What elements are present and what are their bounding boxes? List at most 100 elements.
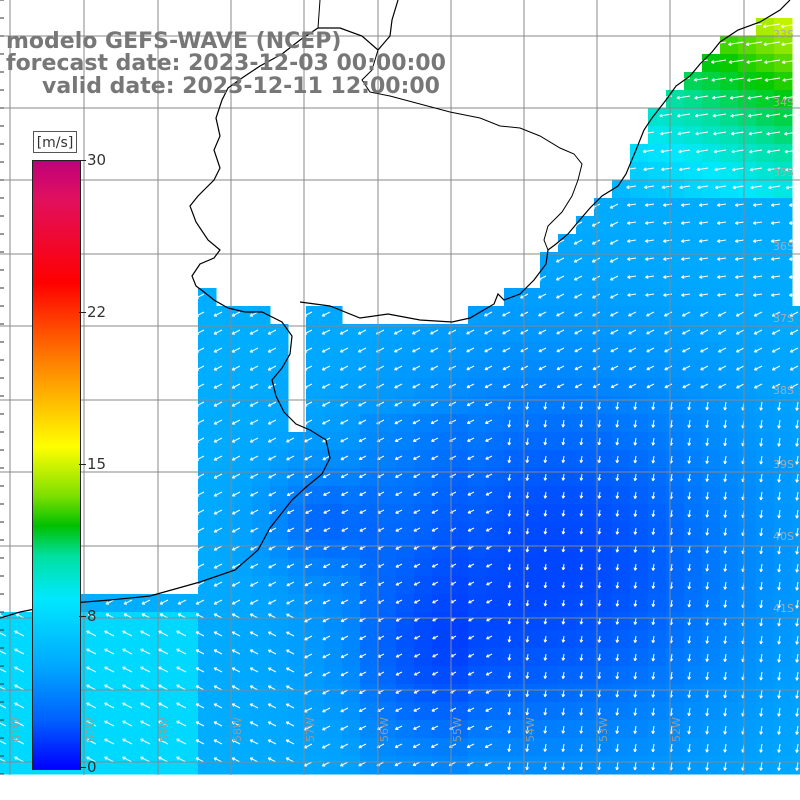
wind-arrow <box>159 613 169 619</box>
wind-arrow <box>176 630 187 637</box>
wind-speed-cell <box>558 666 577 685</box>
wind-arrow <box>413 707 421 712</box>
wind-arrow <box>340 419 349 425</box>
wind-speed-cell <box>792 756 800 775</box>
wind-speed-cell <box>558 576 577 595</box>
wind-arrow <box>651 617 656 626</box>
wind-speed-cell <box>324 486 343 505</box>
wind-speed-cell <box>576 522 595 541</box>
lon-label: 59W <box>158 717 171 742</box>
wind-arrow <box>645 239 655 243</box>
wind-speed-cell <box>504 702 523 721</box>
wind-arrow <box>304 581 313 587</box>
wind-arrow <box>140 720 151 727</box>
wind-speed-cell <box>630 144 649 163</box>
wind-speed-cell <box>486 360 505 379</box>
wind-speed-cell <box>738 72 757 91</box>
wind-speed-cell <box>630 252 649 271</box>
wind-arrow <box>579 671 584 680</box>
wind-speed-cell <box>18 612 37 631</box>
wind-speed-cell <box>504 522 523 541</box>
wind-speed-cell <box>558 252 577 271</box>
wind-speed-cell <box>558 396 577 415</box>
wind-speed-cell <box>270 414 289 433</box>
wind-arrow <box>158 756 169 763</box>
wind-arrow <box>413 545 421 550</box>
wind-speed-cell <box>558 504 577 523</box>
wind-speed-cell <box>648 252 667 271</box>
wind-arrow <box>537 275 547 281</box>
wind-arrow <box>525 725 530 734</box>
wind-arrow <box>714 185 727 190</box>
wind-speed-cell <box>720 72 739 91</box>
wind-speed-cell <box>684 558 703 577</box>
wind-speed-cell <box>648 270 667 289</box>
wind-speed-cell <box>288 540 307 559</box>
wind-speed-cell <box>702 486 721 505</box>
wind-arrow <box>140 702 151 709</box>
wind-arrow <box>615 545 620 553</box>
wind-speed-cell <box>324 558 343 577</box>
wind-speed-cell <box>396 684 415 703</box>
wind-speed-cell <box>576 558 595 577</box>
wind-speed-cell <box>162 684 181 703</box>
wind-speed-cell <box>216 396 235 415</box>
wind-speed-cell <box>612 612 631 631</box>
wind-speed-cell <box>666 468 685 487</box>
wind-speed-cell <box>108 684 127 703</box>
wind-speed-cell <box>576 270 595 289</box>
wind-speed-cell <box>522 360 541 379</box>
wind-arrow <box>752 203 763 207</box>
wind-arrow <box>213 491 223 497</box>
wind-arrow <box>789 365 799 371</box>
wind-speed-cell <box>108 612 127 631</box>
wind-arrow <box>759 437 763 447</box>
wind-arrow <box>615 671 620 680</box>
wind-speed-cell <box>540 522 559 541</box>
wind-arrow <box>759 491 763 501</box>
wind-speed-cell <box>360 612 379 631</box>
wind-speed-cell <box>738 504 757 523</box>
wind-arrow <box>485 491 493 496</box>
wind-speed-cell <box>432 666 451 685</box>
wind-speed-cell <box>666 450 685 469</box>
wind-arrow <box>771 365 781 371</box>
wind-speed-cell <box>252 396 271 415</box>
wind-arrow <box>574 293 583 299</box>
wind-speed-cell <box>450 558 469 577</box>
wind-speed-cell <box>342 504 361 523</box>
wind-speed-cell <box>558 234 577 253</box>
wind-speed-cell <box>288 576 307 595</box>
wind-speed-cell <box>702 288 721 307</box>
wind-arrow <box>543 473 548 481</box>
wind-arrow <box>507 671 512 679</box>
wind-arrow <box>645 275 655 279</box>
wind-speed-cell <box>450 396 469 415</box>
wind-speed-cell <box>486 612 505 631</box>
wind-speed-cell <box>432 378 451 397</box>
wind-speed-cell <box>396 594 415 613</box>
wind-speed-cell <box>252 342 271 361</box>
wind-speed-cell <box>666 684 685 703</box>
wind-speed-cell <box>774 702 793 721</box>
wind-speed-cell <box>270 450 289 469</box>
wind-arrow <box>267 685 277 691</box>
wind-speed-cell <box>522 414 541 433</box>
wind-speed-cell <box>738 126 757 145</box>
wind-speed-cell <box>486 378 505 397</box>
wind-arrow <box>485 671 493 676</box>
wind-speed-cell <box>576 450 595 469</box>
wind-speed-cell <box>288 684 307 703</box>
wind-arrow <box>561 653 566 661</box>
wind-speed-cell <box>252 612 271 631</box>
lon-label: 56W <box>378 717 391 742</box>
wind-arrow <box>795 581 799 591</box>
wind-arrow <box>664 329 673 335</box>
wind-arrow <box>579 527 584 535</box>
wind-arrow <box>231 649 241 655</box>
wind-speed-cell <box>702 738 721 757</box>
wind-arrow <box>525 635 530 643</box>
wind-arrow <box>734 203 745 207</box>
wind-arrow <box>507 761 511 771</box>
wind-speed-cell <box>774 720 793 739</box>
